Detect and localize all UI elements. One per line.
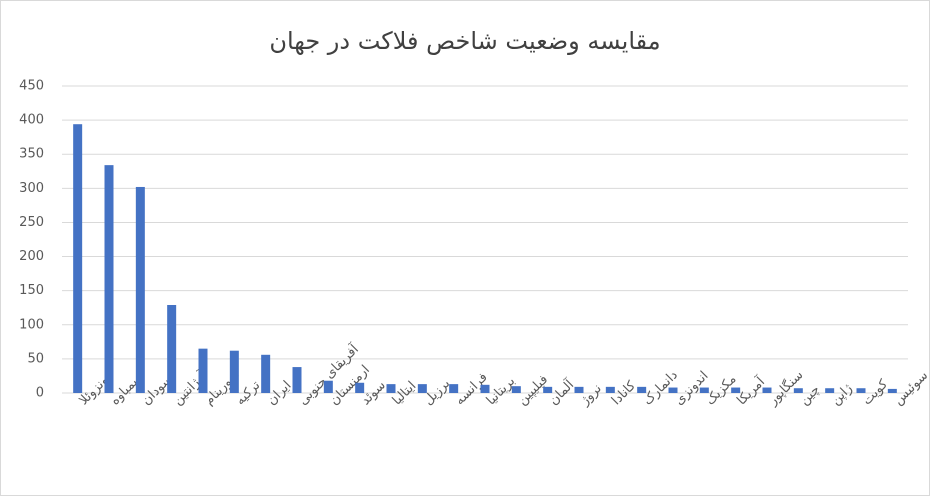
y-tick-label: 300	[19, 181, 44, 196]
y-tick-label: 50	[27, 351, 44, 366]
bar	[511, 386, 521, 393]
bar	[574, 386, 584, 393]
y-tick-label: 250	[19, 215, 44, 230]
bar	[793, 388, 803, 393]
y-tick-label: 200	[19, 249, 44, 264]
bar	[104, 165, 114, 393]
bar	[292, 367, 302, 393]
bar	[355, 382, 365, 393]
bar	[323, 380, 333, 393]
y-tick-label: 150	[19, 283, 44, 298]
bar	[543, 386, 553, 393]
bar	[605, 386, 615, 393]
chart-title: مقایسه وضعیت شاخص فلاکت در جهان	[269, 27, 660, 55]
bar	[386, 384, 396, 393]
y-tick-label: 350	[19, 147, 44, 162]
bar	[261, 354, 271, 393]
y-tick-label: 0	[36, 386, 44, 401]
bar	[135, 186, 145, 393]
y-tick-label: 400	[19, 113, 44, 128]
bar	[762, 387, 772, 393]
y-tick-label: 100	[19, 317, 44, 332]
bar	[856, 388, 866, 393]
bar	[73, 124, 83, 394]
y-tick-label: 450	[19, 79, 44, 94]
bar	[825, 388, 835, 393]
bar	[167, 304, 177, 393]
bar	[229, 350, 239, 393]
bar	[480, 384, 490, 393]
bar	[699, 387, 709, 393]
bar	[198, 348, 208, 393]
bar	[668, 387, 678, 393]
bar	[887, 388, 897, 393]
bar	[417, 384, 427, 393]
bar	[637, 386, 647, 393]
bar	[731, 387, 741, 393]
bar	[449, 384, 459, 393]
